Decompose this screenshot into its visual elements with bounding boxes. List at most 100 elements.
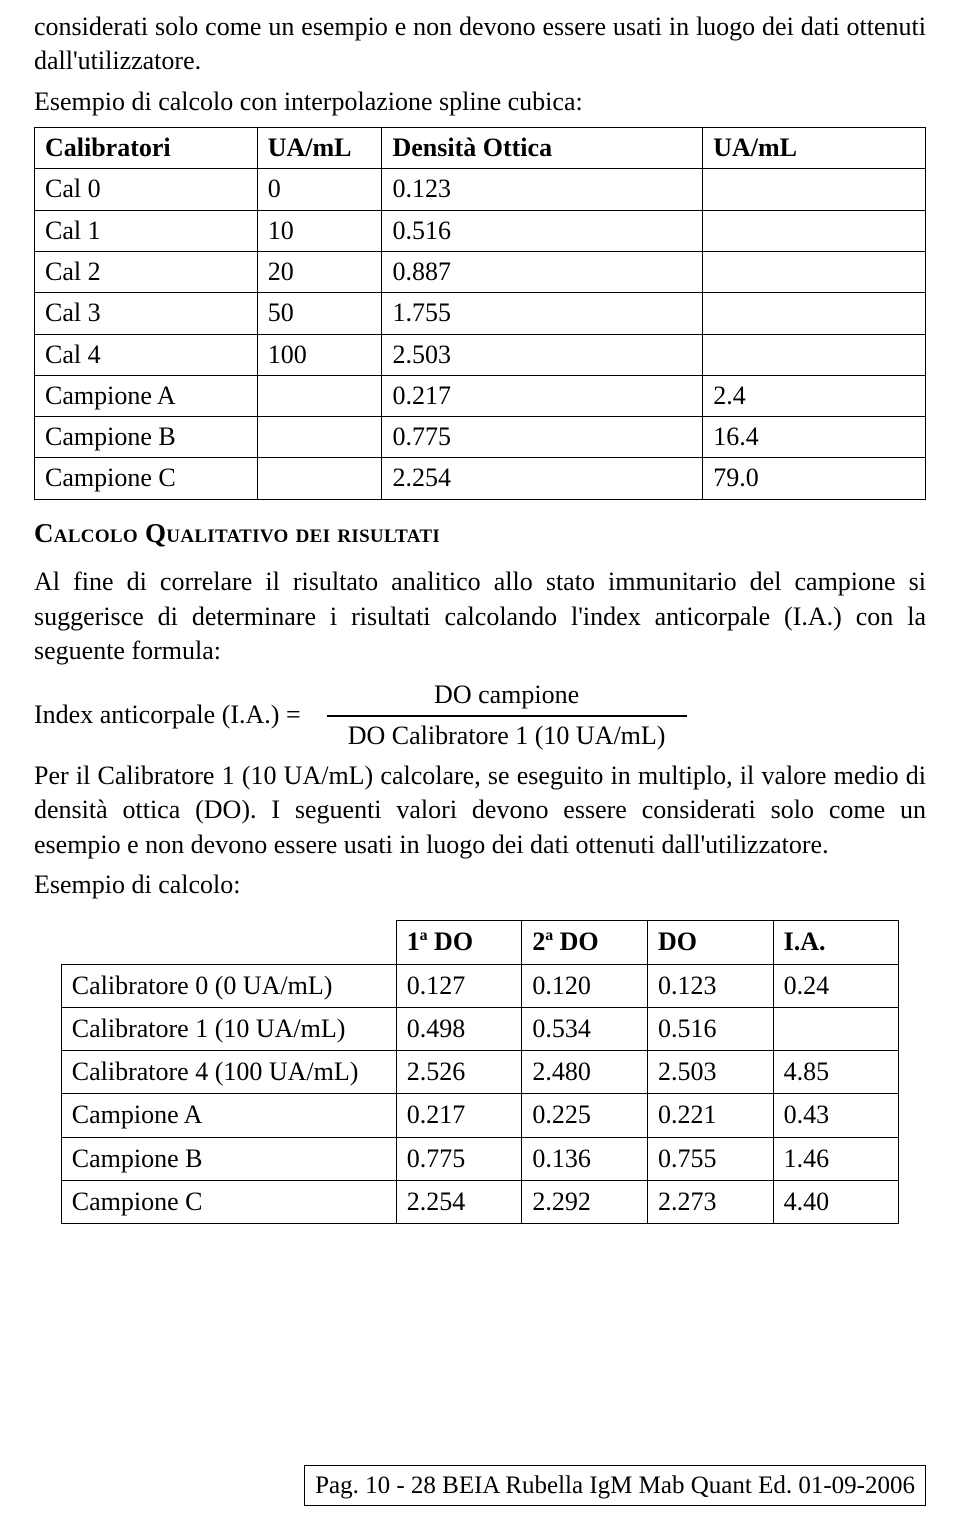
col-header: UA/mL	[257, 127, 382, 168]
col-header: Densità Ottica	[382, 127, 703, 168]
col-header: I.A.	[773, 921, 899, 964]
example-label: Esempio di calcolo:	[34, 868, 926, 902]
cell: Cal 3	[35, 293, 258, 334]
cell: 0.516	[382, 210, 703, 251]
cell: 100	[257, 334, 382, 375]
cell: Cal 0	[35, 169, 258, 210]
table-row: Cal 1100.516	[35, 210, 926, 251]
col-header: UA/mL	[703, 127, 926, 168]
cell: 16.4	[703, 417, 926, 458]
cell: Cal 1	[35, 210, 258, 251]
cell: 0.217	[396, 1094, 522, 1137]
cell	[257, 417, 382, 458]
cell: Campione C	[61, 1181, 396, 1224]
cell: 2.273	[647, 1181, 773, 1224]
table-row: Campione B 0.77516.4	[35, 417, 926, 458]
table-row: Campione B0.7750.1360.7551.46	[61, 1137, 898, 1180]
cell: 0.775	[396, 1137, 522, 1180]
cell: 2.503	[647, 1051, 773, 1094]
cell: 4.85	[773, 1051, 899, 1094]
table-row: Calibratore 4 (100 UA/mL)2.5262.4802.503…	[61, 1051, 898, 1094]
cell: Campione A	[35, 375, 258, 416]
cell: Calibratore 1 (10 UA/mL)	[61, 1007, 396, 1050]
cell: 0.775	[382, 417, 703, 458]
cell: Campione B	[61, 1137, 396, 1180]
cell: 0.755	[647, 1137, 773, 1180]
cell: 20	[257, 251, 382, 292]
formula-numerator: DO campione	[412, 678, 601, 714]
cell	[703, 210, 926, 251]
cell	[257, 375, 382, 416]
qualitative-paragraph: Al fine di correlare il risultato analit…	[34, 565, 926, 668]
table-row: Campione C2.2542.2922.2734.40	[61, 1181, 898, 1224]
cell	[703, 334, 926, 375]
cell: 0.534	[522, 1007, 648, 1050]
cell: 0.43	[773, 1094, 899, 1137]
cell: 0.225	[522, 1094, 648, 1137]
cell: 2.254	[396, 1181, 522, 1224]
table-row: Cal 41002.503	[35, 334, 926, 375]
cell: 79.0	[703, 458, 926, 499]
cell: 4.40	[773, 1181, 899, 1224]
formula-block: Index anticorpale (I.A.) = DO campione D…	[34, 678, 926, 753]
table-row: Cal 3501.755	[35, 293, 926, 334]
cell: 0.887	[382, 251, 703, 292]
cell: 0.127	[396, 964, 522, 1007]
cell: 0.221	[647, 1094, 773, 1137]
cell: 10	[257, 210, 382, 251]
col-header: Calibratori	[35, 127, 258, 168]
cell: 0.123	[382, 169, 703, 210]
cell: Calibratore 4 (100 UA/mL)	[61, 1051, 396, 1094]
formula-fraction: DO campione DO Calibratore 1 (10 UA/mL)	[327, 678, 687, 753]
intro-paragraph-1: considerati solo come un esempio e non d…	[34, 10, 926, 79]
cell: 2.4	[703, 375, 926, 416]
cell: 2.480	[522, 1051, 648, 1094]
cell: 2.503	[382, 334, 703, 375]
cell	[257, 458, 382, 499]
cell: 0.123	[647, 964, 773, 1007]
table-header-row: 1ª DO 2ª DO DO I.A.	[61, 921, 898, 964]
cell: Campione B	[35, 417, 258, 458]
cell	[703, 293, 926, 334]
cell: 0.516	[647, 1007, 773, 1050]
table-row: Campione A 0.2172.4	[35, 375, 926, 416]
example-table: 1ª DO 2ª DO DO I.A. Calibratore 0 (0 UA/…	[61, 920, 899, 1224]
cell: 2.254	[382, 458, 703, 499]
table-row: Cal 2200.887	[35, 251, 926, 292]
col-header: DO	[647, 921, 773, 964]
table-row: Cal 000.123	[35, 169, 926, 210]
cell	[703, 251, 926, 292]
page-footer: Pag. 10 - 28 BEIA Rubella IgM Mab Quant …	[304, 1465, 926, 1506]
cell: 0.120	[522, 964, 648, 1007]
col-header: 2ª DO	[522, 921, 648, 964]
cell: 1.755	[382, 293, 703, 334]
cell: Calibratore 0 (0 UA/mL)	[61, 964, 396, 1007]
cell: 0.24	[773, 964, 899, 1007]
formula-denominator: DO Calibratore 1 (10 UA/mL)	[346, 717, 668, 753]
table-header-row: Calibratori UA/mL Densità Ottica UA/mL	[35, 127, 926, 168]
cell: Campione C	[35, 458, 258, 499]
cell	[703, 169, 926, 210]
cell: Cal 2	[35, 251, 258, 292]
cell: 50	[257, 293, 382, 334]
calibration-table: Calibratori UA/mL Densità Ottica UA/mL C…	[34, 127, 926, 500]
cell: 2.526	[396, 1051, 522, 1094]
table-row: Campione C 2.25479.0	[35, 458, 926, 499]
cell: 0.217	[382, 375, 703, 416]
cell: 0	[257, 169, 382, 210]
col-header: 1ª DO	[396, 921, 522, 964]
cell: 1.46	[773, 1137, 899, 1180]
post-formula-paragraph: Per il Calibratore 1 (10 UA/mL) calcolar…	[34, 759, 926, 862]
table-row: Calibratore 1 (10 UA/mL)0.4980.5340.516	[61, 1007, 898, 1050]
cell: Campione A	[61, 1094, 396, 1137]
cell: 0.136	[522, 1137, 648, 1180]
table-row: Calibratore 0 (0 UA/mL)0.1270.1200.1230.…	[61, 964, 898, 1007]
cell: 0.498	[396, 1007, 522, 1050]
cell: Cal 4	[35, 334, 258, 375]
table-row: Campione A0.2170.2250.2210.43	[61, 1094, 898, 1137]
cell	[773, 1007, 899, 1050]
intro-paragraph-2: Esempio di calcolo con interpolazione sp…	[34, 85, 926, 119]
formula-lhs: Index anticorpale (I.A.) =	[34, 698, 301, 732]
cell: 2.292	[522, 1181, 648, 1224]
col-header	[61, 921, 396, 964]
